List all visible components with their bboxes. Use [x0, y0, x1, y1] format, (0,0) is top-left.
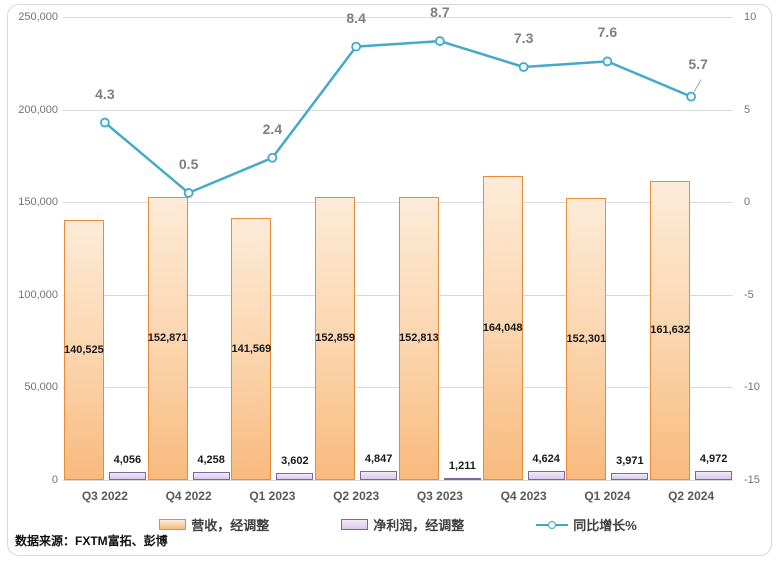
right-axis-tick-label: 0 [744, 196, 751, 209]
net-profit-bar [443, 477, 481, 480]
net-profit-bar [695, 470, 733, 480]
revenue-bar-label: 161,632 [650, 324, 690, 337]
gridline [63, 109, 733, 111]
revenue-swatch-icon [159, 519, 187, 530]
left-axis-tick-label: 250,000 [18, 11, 58, 23]
right-axis-tick-label: -5 [744, 288, 754, 301]
net-profit-bar-label: 4,847 [364, 453, 393, 466]
right-axis-tick-label: 5 [744, 103, 751, 116]
gridline [63, 480, 733, 481]
gridline [63, 17, 733, 18]
category-label: Q3 2023 [416, 489, 463, 503]
legend-label-net-profit: 净利润，经调整 [373, 518, 465, 533]
net-profit-bar-label: 4,056 [113, 454, 142, 467]
yoy-growth-line-icon [536, 519, 569, 531]
net-profit-swatch-icon [341, 519, 369, 530]
yoy-growth-point-label: 7.6 [597, 24, 618, 41]
net-profit-bar-label: 3,602 [281, 455, 309, 468]
category-label: Q4 2022 [165, 489, 212, 503]
revenue-bar [482, 176, 523, 480]
left-axis-tick-label: 150,000 [18, 196, 58, 209]
net-profit-bar-label: 3,971 [616, 454, 644, 467]
net-profit-bar [611, 472, 649, 480]
left-axis-tick-label: 100,000 [18, 288, 58, 301]
revenue-bar [231, 217, 272, 480]
yoy-growth-point-label: 4.3 [95, 85, 115, 102]
category-label: Q2 2024 [668, 489, 715, 503]
left-axis-tick-label: 50,000 [24, 381, 58, 394]
net-profit-bar [360, 471, 398, 480]
data-source-note: 数据来源：FXTM富拓、彭博 [15, 534, 168, 548]
category-label: Q3 2022 [81, 489, 128, 503]
category-label: Q1 2024 [584, 489, 631, 503]
category-label: Q1 2023 [249, 489, 296, 503]
revenue-bar [63, 219, 104, 480]
right-axis-tick-label: 10 [744, 11, 757, 23]
gridline [63, 294, 733, 296]
yoy-growth-point-label: 5.7 [688, 55, 708, 72]
yoy-growth-point-label: 8.4 [346, 9, 366, 26]
right-axis-tick-label: -15 [744, 474, 760, 486]
legend-item-net-profit: 净利润，经调整 [341, 515, 464, 534]
net-profit-bar [192, 472, 230, 480]
net-profit-bar-label: 4,972 [699, 452, 728, 465]
revenue-bar-label: 140,525 [63, 343, 104, 356]
yoy-growth-point-label: 0.5 [178, 155, 199, 172]
revenue-bar [566, 197, 607, 480]
revenue-bar [315, 196, 356, 480]
net-profit-bar [276, 473, 314, 480]
revenue-bar [650, 180, 691, 480]
revenue-bar-label: 152,871 [147, 332, 188, 345]
revenue-bar [147, 196, 188, 480]
gridline [63, 202, 733, 204]
category-label: Q2 2023 [333, 489, 380, 503]
yoy-growth-point-label: 2.4 [262, 120, 283, 137]
net-profit-bar-label: 4,624 [532, 453, 560, 466]
yoy-growth-point-label: 7.3 [513, 30, 534, 46]
legend-item-yoy-growth: 同比增长% [536, 515, 637, 534]
revenue-bar-label: 141,569 [231, 342, 272, 355]
legend-label-revenue: 营收，经调整 [191, 518, 270, 533]
legend: 营收，经调整 净利润，经调整 同比增长% [63, 515, 733, 534]
yoy-growth-point-label: 8.7 [430, 4, 450, 21]
right-axis-tick-label: -10 [744, 381, 760, 394]
revenue-bar [398, 196, 439, 480]
net-profit-bar-label: 4,258 [197, 454, 225, 467]
revenue-bar-label: 152,859 [315, 332, 355, 345]
revenue-bar-label: 164,048 [482, 322, 523, 335]
net-profit-bar [108, 472, 146, 480]
net-profit-bar [527, 471, 565, 480]
left-axis-tick-label: 200,000 [18, 103, 58, 116]
net-profit-bar-label: 1,211 [448, 459, 476, 472]
gridline [63, 387, 733, 389]
left-axis-tick-label: 0 [51, 474, 58, 486]
category-label: Q4 2023 [500, 489, 547, 503]
revenue-bar-label: 152,813 [398, 332, 439, 345]
revenue-bar-label: 152,301 [566, 332, 607, 345]
legend-item-revenue: 营收，经调整 [159, 515, 269, 534]
legend-label-yoy-growth: 同比增长% [573, 518, 637, 533]
